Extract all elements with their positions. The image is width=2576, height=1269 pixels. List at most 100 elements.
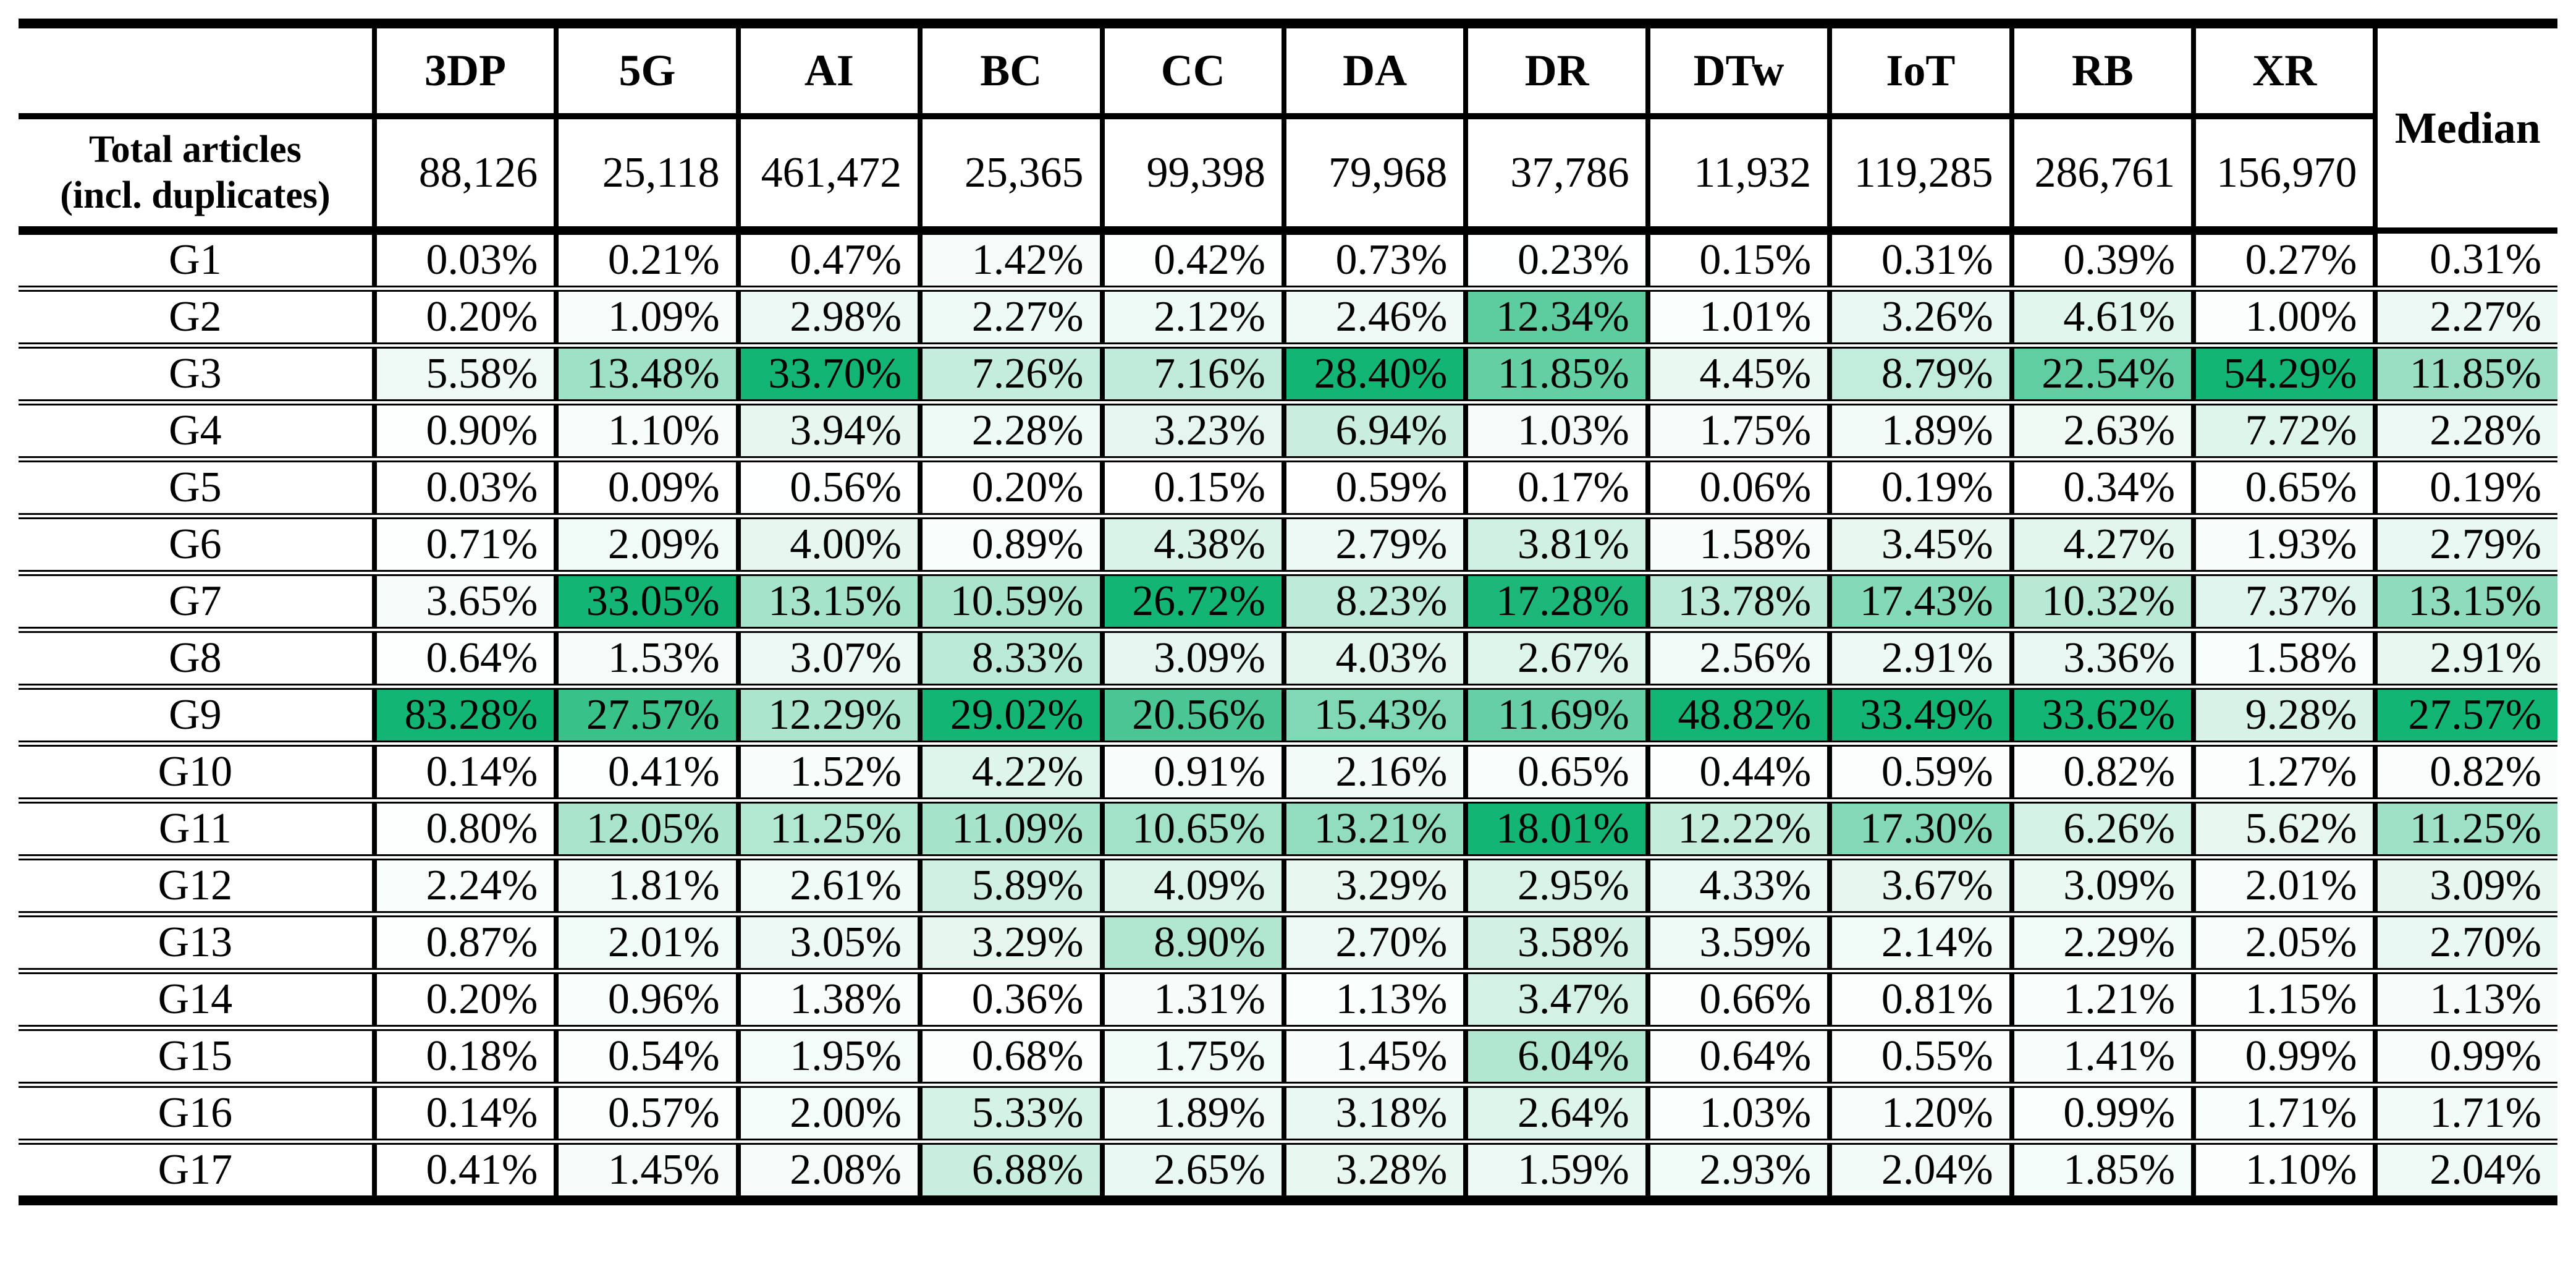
percent-cell: 10.59%: [918, 573, 1102, 633]
row-label: G4: [19, 402, 374, 462]
table-row-G16: G16 0.14% 0.57% 2.00% 5.33% 1.89% 3.18% 2.64% 1.…: [19, 1085, 2557, 1145]
percent-cell: 2.04%: [2373, 1142, 2557, 1205]
percent-cell: 2.01%: [2191, 857, 2376, 917]
column-header-DTw: DTw: [1645, 19, 1830, 119]
percent-cell: 33.05%: [554, 573, 738, 633]
percent-cell: 0.99%: [2009, 1085, 2194, 1145]
percent-cell: 2.24%: [371, 857, 557, 917]
percent-cell: 2.63%: [2009, 402, 2194, 462]
table-row-G3: G3 5.58% 13.48% 33.70% 7.26% 7.16% 28.40% 11.85…: [19, 346, 2557, 405]
percent-cell: 3.23%: [1099, 402, 1284, 462]
percent-cell: 3.67%: [1827, 857, 2012, 917]
percent-cell: 0.99%: [2373, 1028, 2557, 1088]
percent-cell: 0.34%: [2009, 459, 2194, 519]
column-header-BC: BC: [918, 19, 1102, 119]
percent-cell: 1.93%: [2191, 516, 2376, 576]
percent-cell: 6.26%: [2009, 800, 2194, 860]
percent-cell: 0.81%: [1827, 971, 2012, 1031]
percent-cell: 0.66%: [1645, 971, 1830, 1031]
percent-cell: 22.54%: [2009, 346, 2194, 405]
percent-cell: 1.01%: [1645, 289, 1830, 349]
row-label: G3: [19, 346, 374, 405]
total-articles-value: 37,786: [1463, 116, 1648, 235]
percent-cell: 1.09%: [554, 289, 738, 349]
percent-cell: 0.15%: [1099, 459, 1284, 519]
percent-cell: 11.85%: [1463, 346, 1648, 405]
percent-cell: 17.43%: [1827, 573, 2012, 633]
row-label: G13: [19, 914, 374, 974]
percent-cell: 0.23%: [1463, 231, 1648, 292]
row-label: G1: [19, 231, 374, 292]
percent-cell: 2.91%: [1827, 630, 2012, 690]
percent-cell: 0.90%: [371, 402, 557, 462]
percent-cell: 1.03%: [1645, 1085, 1830, 1145]
table-row-G10: G10 0.14% 0.41% 1.52% 4.22% 0.91% 2.16% 0.65% 0.…: [19, 744, 2557, 804]
percent-cell: 1.10%: [554, 402, 738, 462]
total-articles-row: Total articles (incl. duplicates) 88,126 25…: [19, 116, 2557, 235]
header-row: 3DP 5G AI BC CC DA DR DTw IoT RB XR Median: [19, 19, 2557, 234]
percent-cell: 18.01%: [1463, 800, 1648, 860]
total-articles-value: 11,932: [1645, 116, 1830, 235]
table-row-G17: G17 0.41% 1.45% 2.08% 6.88% 2.65% 3.28% 1.59% 2.…: [19, 1142, 2557, 1205]
percent-cell: 0.64%: [1645, 1028, 1830, 1088]
row-label: G17: [19, 1142, 374, 1205]
percent-cell: 0.80%: [371, 800, 557, 860]
percent-cell: 12.05%: [554, 800, 738, 860]
percent-cell: 5.33%: [918, 1085, 1102, 1145]
percent-cell: 1.71%: [2191, 1085, 2376, 1145]
tech-groups-heatmap-table: 3DP 5G AI BC CC DA DR DTw IoT RB XR Median Total art…: [19, 19, 2557, 1205]
percent-cell: 1.42%: [918, 231, 1102, 292]
total-articles-value: 88,126: [371, 116, 557, 235]
total-articles-value: 25,365: [918, 116, 1102, 235]
percent-cell: 1.89%: [1827, 402, 2012, 462]
percent-cell: 4.38%: [1099, 516, 1284, 576]
percent-cell: 2.12%: [1099, 289, 1284, 349]
percent-cell: 1.38%: [735, 971, 921, 1031]
percent-cell: 1.00%: [2191, 289, 2376, 349]
percent-cell: 2.67%: [1463, 630, 1648, 690]
percent-cell: 1.41%: [2009, 1028, 2194, 1088]
percent-cell: 11.85%: [2373, 346, 2557, 405]
percent-cell: 27.57%: [554, 687, 738, 747]
percent-cell: 8.23%: [1281, 573, 1466, 633]
percent-cell: 12.22%: [1645, 800, 1830, 860]
percent-cell: 3.09%: [1099, 630, 1284, 690]
percent-cell: 3.05%: [735, 914, 921, 974]
percent-cell: 2.79%: [2373, 516, 2557, 576]
percent-cell: 4.61%: [2009, 289, 2194, 349]
percent-cell: 1.10%: [2191, 1142, 2376, 1205]
percent-cell: 1.27%: [2191, 744, 2376, 804]
percent-cell: 2.98%: [735, 289, 921, 349]
percent-cell: 0.68%: [918, 1028, 1102, 1088]
percent-cell: 2.64%: [1463, 1085, 1648, 1145]
percent-cell: 1.81%: [554, 857, 738, 917]
row-label: G8: [19, 630, 374, 690]
percent-cell: 0.14%: [371, 1085, 557, 1145]
percent-cell: 29.02%: [918, 687, 1102, 747]
total-articles-value: 461,472: [735, 116, 921, 235]
percent-cell: 0.31%: [2373, 231, 2557, 292]
percent-cell: 2.27%: [2373, 289, 2557, 349]
percent-cell: 3.81%: [1463, 516, 1648, 576]
percent-cell: 2.61%: [735, 857, 921, 917]
percent-cell: 1.21%: [2009, 971, 2194, 1031]
percent-cell: 12.34%: [1463, 289, 1648, 349]
percent-cell: 0.20%: [371, 289, 557, 349]
percent-cell: 2.04%: [1827, 1142, 2012, 1205]
percent-cell: 26.72%: [1099, 573, 1284, 633]
percent-cell: 12.29%: [735, 687, 921, 747]
percent-cell: 3.26%: [1827, 289, 2012, 349]
percent-cell: 0.71%: [371, 516, 557, 576]
percent-cell: 3.28%: [1281, 1142, 1466, 1205]
table-row-G2: G2 0.20% 1.09% 2.98% 2.27% 2.12% 2.46% 12.34% 1.…: [19, 289, 2557, 349]
percent-cell: 1.52%: [735, 744, 921, 804]
percent-cell: 13.21%: [1281, 800, 1466, 860]
percent-cell: 0.03%: [371, 459, 557, 519]
percent-cell: 0.89%: [918, 516, 1102, 576]
percent-cell: 0.82%: [2009, 744, 2194, 804]
row-label: G2: [19, 289, 374, 349]
percent-cell: 2.46%: [1281, 289, 1466, 349]
percent-cell: 8.33%: [918, 630, 1102, 690]
percent-cell: 2.95%: [1463, 857, 1648, 917]
